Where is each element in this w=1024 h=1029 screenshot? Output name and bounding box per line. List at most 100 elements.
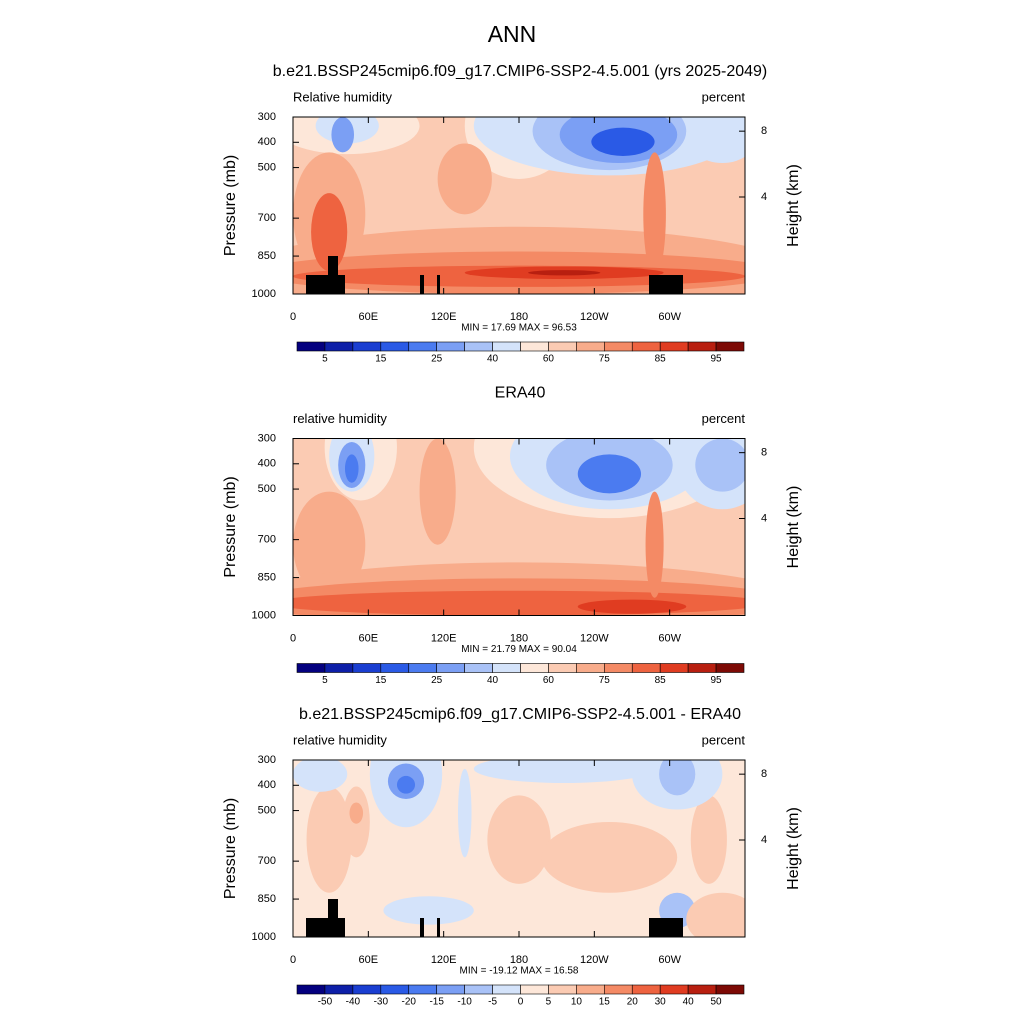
colorbar-box [296, 984, 326, 995]
contour-region [383, 896, 474, 925]
colorbar-box [296, 663, 326, 673]
colorbar-box [604, 984, 633, 995]
left-label: Relative humidity [293, 89, 392, 104]
y-tick-label: 400 [258, 458, 276, 470]
left-label: relative humidity [293, 411, 387, 426]
colorbar-box [604, 341, 633, 352]
terrain [306, 918, 345, 937]
y-tick-label: 400 [258, 136, 276, 148]
y2-tick-label: 8 [761, 768, 767, 780]
terrain [328, 256, 338, 275]
colorbar-box [296, 341, 326, 352]
contour-region [311, 193, 348, 271]
panel: b.e21.BSSP245cmip6.f09_g17.CMIP6-SSP2-4.… [222, 706, 802, 1007]
panel: ERA40 relative humidity percent 0 60E 120E 180… [222, 385, 802, 686]
colorbar-box [352, 984, 382, 995]
x-tick-label: 180 [510, 632, 528, 644]
colorbar-box [352, 663, 382, 673]
colorbar-box [492, 341, 521, 352]
contour-region [457, 768, 472, 858]
x-tick-label: 0 [290, 954, 296, 966]
colorbar-box [576, 984, 605, 995]
colorbar-label: 25 [431, 675, 443, 686]
contour-region [349, 802, 364, 824]
stats-label: MIN = -19.12 MAX = 16.58 [460, 966, 579, 977]
colorbar-box [436, 984, 465, 995]
colorbar-box [380, 663, 410, 673]
colorbar-box [436, 341, 465, 352]
colorbar-box [464, 984, 493, 995]
colorbar-box [659, 341, 689, 352]
colorbar-label: 75 [599, 675, 611, 686]
colorbar-box [408, 984, 437, 995]
y-tick-label: 1000 [252, 609, 276, 621]
x-tick-label: 180 [510, 954, 528, 966]
colorbar-box [548, 663, 577, 673]
terrain [649, 275, 683, 294]
colorbar-box [380, 984, 410, 995]
colorbar-label: 60 [543, 354, 555, 365]
contour-field [293, 117, 745, 294]
colorbar-box [631, 984, 661, 995]
y-tick-label: 400 [258, 779, 276, 791]
colorbar-box [548, 984, 577, 995]
colorbar-label: 5 [546, 997, 552, 1008]
terrain [437, 918, 440, 937]
contour-field [293, 438, 745, 616]
colorbar-label: -15 [429, 997, 444, 1008]
y2-axis-label: Height (km) [785, 164, 802, 247]
x-tick-label: 60E [359, 311, 379, 323]
colorbar-box [715, 984, 745, 995]
y-tick-label: 300 [258, 432, 276, 444]
panel-title: b.e21.BSSP245cmip6.f09_g17.CMIP6-SSP2-4.… [273, 63, 768, 80]
right-label: percent [702, 411, 746, 426]
colorbar-label: -50 [318, 997, 333, 1008]
contour-region [591, 127, 655, 156]
contour-region [396, 775, 416, 794]
colorbar-label: 50 [711, 997, 723, 1008]
contour-region [686, 892, 745, 937]
x-tick-label: 60W [658, 632, 681, 644]
colorbar-label: 5 [322, 354, 328, 365]
colorbar-label: 15 [599, 997, 611, 1008]
contour-region [577, 599, 687, 614]
x-tick-label: 60W [658, 311, 681, 323]
y-tick-label: 500 [258, 804, 276, 816]
contour-region [686, 117, 745, 164]
colorbar-label: -30 [374, 997, 389, 1008]
left-label: relative humidity [293, 732, 387, 747]
colorbar-box [687, 984, 717, 995]
x-tick-label: 60E [359, 954, 379, 966]
colorbar-box [715, 341, 745, 352]
colorbar-label: 15 [375, 675, 387, 686]
x-tick-label: 120W [580, 632, 609, 644]
y2-tick-label: 4 [761, 512, 767, 524]
colorbar-box [659, 984, 689, 995]
y2-tick-label: 8 [761, 447, 767, 459]
y-tick-label: 700 [258, 855, 276, 867]
y-axis-label: Pressure (mb) [222, 798, 239, 899]
colorbar-box [631, 663, 661, 673]
colorbar-label: 30 [655, 997, 667, 1008]
y2-axis-label: Height (km) [785, 486, 802, 569]
contour-region [306, 786, 352, 893]
x-tick-label: 60W [658, 954, 681, 966]
right-label: percent [702, 89, 746, 104]
colorbar-label: 75 [599, 354, 611, 365]
y2-tick-label: 4 [761, 191, 767, 203]
colorbar-box [659, 663, 689, 673]
y-tick-label: 850 [258, 571, 276, 583]
contour-region [487, 795, 551, 884]
colorbar-label: 85 [655, 354, 667, 365]
colorbar-label: 40 [487, 354, 499, 365]
y-tick-label: 700 [258, 212, 276, 224]
right-label: percent [702, 732, 746, 747]
contour-region [419, 438, 456, 545]
colorbar-box [324, 984, 354, 995]
colorbar-label: -10 [457, 997, 472, 1008]
contour-region [528, 270, 601, 276]
colorbar-label: 15 [375, 354, 387, 365]
colorbar-label: -40 [346, 997, 361, 1008]
colorbar-label: 10 [571, 997, 583, 1008]
contour-region [645, 491, 664, 598]
